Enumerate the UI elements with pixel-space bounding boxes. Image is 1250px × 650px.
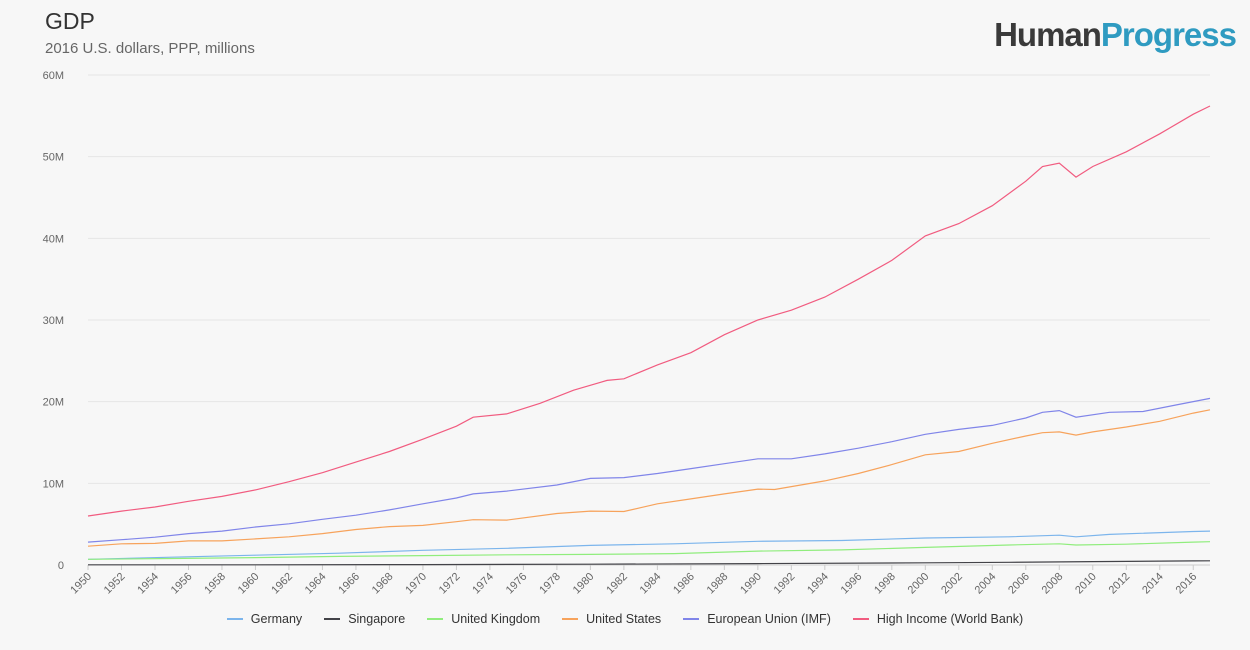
legend-item-germany[interactable]: Germany xyxy=(226,612,303,626)
chart-legend: Germany Singapore United Kingdom United Sta… xyxy=(0,612,1250,626)
legend-item-european-union-imf[interactable]: European Union (IMF) xyxy=(683,612,831,626)
x-tick-label: 1968 xyxy=(370,571,396,597)
series-line-germany xyxy=(87,530,1211,560)
x-tick-label: 2006 xyxy=(1006,571,1032,597)
series-line-united-kingdom xyxy=(87,541,1211,560)
x-tick-label: 1966 xyxy=(336,571,362,597)
x-tick-label: 1982 xyxy=(604,571,630,597)
x-tick-label: 2008 xyxy=(1040,571,1066,597)
y-tick-label: 20M xyxy=(43,397,64,409)
x-tick-label: 1986 xyxy=(671,571,697,597)
y-tick-label: 30M xyxy=(43,315,64,327)
legend-label: Germany xyxy=(250,612,303,626)
y-tick-label: 50M xyxy=(43,152,64,164)
y-tick-label: 40M xyxy=(43,233,64,245)
x-tick-label: 1958 xyxy=(202,571,228,597)
x-tick-label: 1980 xyxy=(571,571,597,597)
y-tick-label: 10M xyxy=(43,478,64,490)
x-tick-label: 2004 xyxy=(973,571,999,597)
x-tick-label: 1992 xyxy=(772,571,798,597)
legend-swatch xyxy=(562,618,579,620)
chart-subtitle: 2016 U.S. dollars, PPP, millions xyxy=(45,40,255,57)
legend-swatch xyxy=(324,618,341,620)
y-tick-label: 60M xyxy=(43,70,64,82)
x-tick-label: 1984 xyxy=(638,571,664,597)
x-tick-label: 1952 xyxy=(102,571,128,597)
humanprogress-logo[interactable]: HumanProgress xyxy=(994,16,1237,54)
x-tick-label: 1988 xyxy=(705,571,731,597)
x-tick-label: 2000 xyxy=(906,571,932,597)
legend-label: High Income (World Bank) xyxy=(876,612,1024,626)
x-tick-label: 2014 xyxy=(1140,571,1166,597)
x-tick-label: 2016 xyxy=(1174,571,1200,597)
x-tick-label: 2002 xyxy=(939,571,965,597)
legend-swatch xyxy=(427,618,444,620)
legend-swatch xyxy=(683,618,700,620)
logo-text-human: Human xyxy=(994,16,1102,53)
legend-label: Singapore xyxy=(348,612,406,626)
x-tick-label: 1950 xyxy=(68,571,94,597)
logo-text-progress: Progress xyxy=(1100,16,1237,53)
x-tick-label: 1976 xyxy=(504,571,530,597)
legend-item-united-kingdom[interactable]: United Kingdom xyxy=(427,612,540,626)
y-tick-label: 0 xyxy=(58,560,64,572)
series-line-singapore xyxy=(88,560,1211,566)
legend-item-united-states[interactable]: United States xyxy=(562,612,661,626)
x-tick-label: 1994 xyxy=(805,571,831,597)
series-line-european-union-imf xyxy=(87,397,1211,543)
legend-label: United States xyxy=(586,612,662,626)
x-tick-label: 1972 xyxy=(437,571,463,597)
x-tick-label: 1962 xyxy=(269,571,295,597)
x-tick-label: 1990 xyxy=(738,571,764,597)
x-tick-label: 2010 xyxy=(1073,571,1099,597)
series-line-united-states xyxy=(87,409,1211,547)
x-tick-label: 1996 xyxy=(839,571,865,597)
x-tick-label: 1974 xyxy=(470,571,496,597)
x-tick-label: 1964 xyxy=(303,571,329,597)
x-tick-label: 2012 xyxy=(1107,571,1133,597)
x-tick-label: 1954 xyxy=(135,571,161,597)
series-line-high-income-world-bank xyxy=(87,105,1211,517)
x-tick-label: 1970 xyxy=(403,571,429,597)
x-tick-label: 1978 xyxy=(537,571,563,597)
chart-title: GDP xyxy=(45,8,95,34)
legend-swatch xyxy=(226,618,243,620)
legend-item-high-income-world-bank[interactable]: High Income (World Bank) xyxy=(852,612,1024,626)
x-tick-label: 1956 xyxy=(169,571,195,597)
legend-swatch xyxy=(852,618,869,620)
legend-item-singapore[interactable]: Singapore xyxy=(324,612,405,626)
legend-label: United Kingdom xyxy=(451,612,541,626)
x-tick-label: 1998 xyxy=(872,571,898,597)
x-tick-label: 1960 xyxy=(236,571,262,597)
legend-label: European Union (IMF) xyxy=(707,612,831,626)
